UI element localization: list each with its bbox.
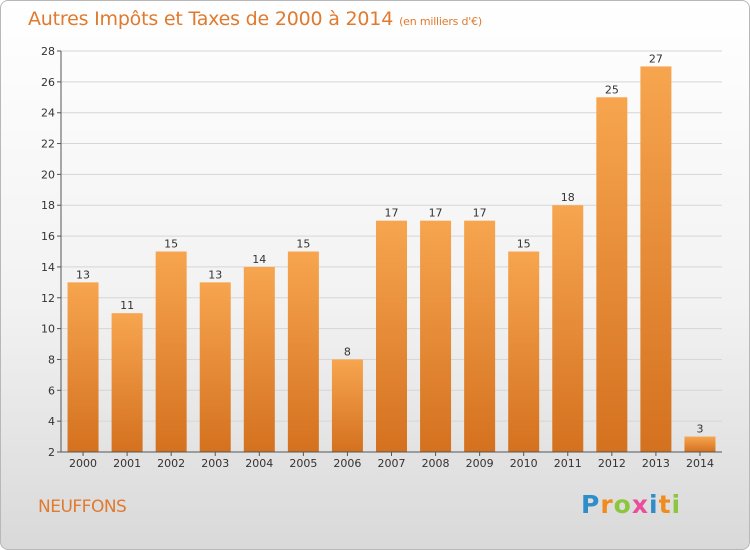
bar-2009	[464, 220, 496, 452]
chart-title: Autres Impôts et Taxes de 2000 à 2014 (en…	[28, 8, 482, 30]
data-label: 25	[605, 83, 619, 96]
logo-letter: P	[581, 490, 601, 519]
y-tick-label: 6	[48, 384, 55, 397]
data-label: 17	[385, 207, 399, 220]
bar-2003	[199, 282, 231, 452]
x-tick-label: 2004	[245, 457, 273, 470]
bar-2012	[596, 97, 628, 453]
bar-2001	[111, 313, 143, 452]
x-tick-label: 2005	[289, 457, 317, 470]
bar-2006	[331, 359, 363, 452]
y-tick-label: 18	[41, 199, 55, 212]
x-tick-label: 2000	[69, 457, 97, 470]
x-tick-label: 2014	[686, 457, 714, 470]
bar-2002	[155, 251, 187, 452]
y-tick-label: 28	[41, 45, 55, 58]
logo-letter: x	[631, 490, 649, 519]
y-tick-label: 22	[41, 138, 55, 151]
x-tick-label: 2012	[598, 457, 626, 470]
logo-letter: r	[600, 490, 614, 519]
y-tick-label: 14	[41, 261, 55, 274]
x-tick-label: 2013	[642, 457, 670, 470]
bar-2005	[287, 251, 319, 452]
x-tick-label: 2002	[157, 457, 185, 470]
y-tick-label: 26	[41, 76, 55, 89]
x-tick-label: 2001	[113, 457, 141, 470]
bar-2014	[684, 436, 716, 452]
bar-2007	[376, 220, 407, 452]
data-label: 11	[120, 299, 134, 312]
logo-letter: i	[671, 490, 682, 519]
y-tick-label: 8	[48, 353, 55, 366]
data-label: 13	[76, 268, 90, 281]
data-label: 17	[473, 207, 487, 220]
logo-letter: o	[613, 490, 632, 519]
chart-subtitle: (en milliers d'€)	[399, 15, 482, 28]
y-tick-label: 10	[41, 323, 55, 336]
data-label: 17	[429, 207, 443, 220]
y-tick-label: 2	[48, 446, 55, 459]
y-tick-label: 12	[41, 292, 55, 305]
y-tick-label: 16	[41, 230, 55, 243]
proxiti-logo: Proxiti	[581, 490, 681, 519]
y-tick-label: 4	[48, 415, 55, 428]
data-label: 15	[517, 238, 531, 251]
x-tick-label: 2006	[333, 457, 361, 470]
data-label: 27	[649, 52, 663, 65]
data-label: 13	[208, 268, 222, 281]
logo-letter: i	[649, 490, 659, 519]
x-tick-label: 2008	[422, 457, 450, 470]
data-label: 8	[344, 345, 351, 358]
data-label: 14	[252, 253, 266, 266]
place-name: NEUFFONS	[38, 497, 127, 517]
x-tick-label: 2003	[201, 457, 229, 470]
data-label: 3	[696, 423, 703, 436]
bar-2008	[420, 220, 452, 452]
bar-2013	[640, 66, 672, 452]
y-tick-label: 24	[41, 107, 55, 120]
x-tick-label: 2007	[378, 457, 406, 470]
x-tick-label: 2009	[466, 457, 494, 470]
data-label: 15	[164, 238, 178, 251]
data-label: 18	[561, 191, 575, 204]
bar-2010	[508, 251, 540, 452]
x-tick-label: 2011	[554, 457, 582, 470]
bar-2004	[243, 266, 275, 452]
bar-2000	[67, 282, 99, 452]
logo-letter: t	[658, 490, 672, 519]
x-tick-label: 2010	[510, 457, 538, 470]
y-tick-label: 20	[41, 168, 55, 181]
bar-2011	[552, 205, 584, 452]
data-label: 15	[296, 238, 310, 251]
bars: 13 11 15 13 14 15 8 17 17 17 15 18 25 27 3	[67, 52, 716, 453]
